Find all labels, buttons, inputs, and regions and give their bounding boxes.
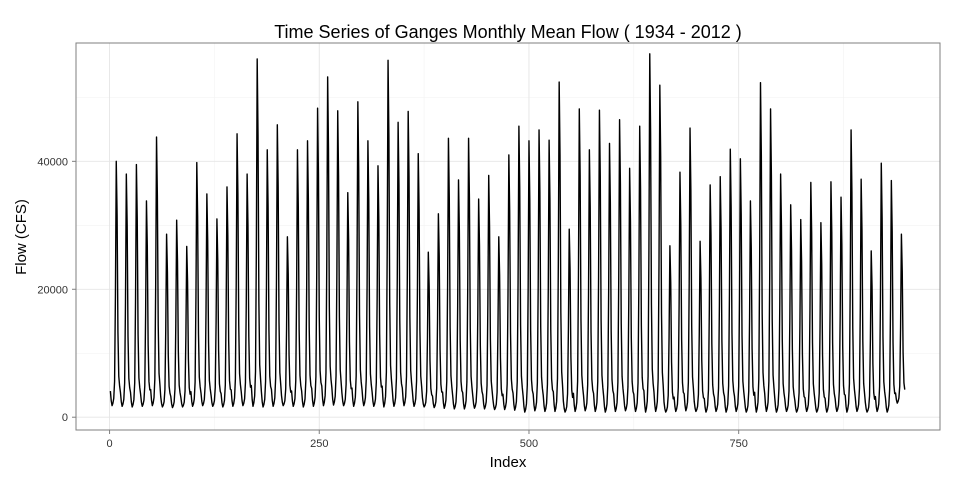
y-tick-label: 40000	[37, 156, 68, 168]
x-tick-label: 0	[106, 438, 112, 450]
y-axis-title: Flow (CFS)	[13, 199, 30, 275]
y-tick-label: 20000	[37, 284, 68, 296]
flow-series-line	[109, 53, 906, 413]
x-tick-label: 500	[520, 438, 538, 450]
y-tick-label: 0	[62, 412, 68, 424]
plot-panel-border	[75, 42, 941, 431]
x-axis-title: Index	[490, 454, 527, 471]
axis-ticks: 0 250 500 750 0 20000 40000	[37, 156, 747, 450]
chart-title: Time Series of Ganges Monthly Mean Flow …	[274, 22, 742, 42]
x-tick-label: 750	[729, 438, 747, 450]
x-tick-label: 250	[310, 438, 328, 450]
